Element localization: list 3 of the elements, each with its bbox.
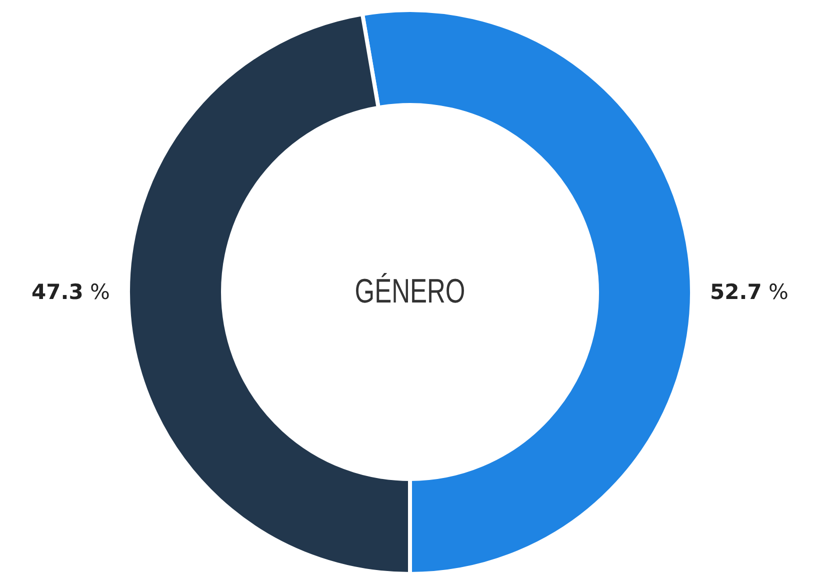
data-label: 52.7 % (710, 280, 788, 304)
text: GÉNERO (354, 272, 466, 311)
data-label: 47.3 % (32, 280, 110, 304)
